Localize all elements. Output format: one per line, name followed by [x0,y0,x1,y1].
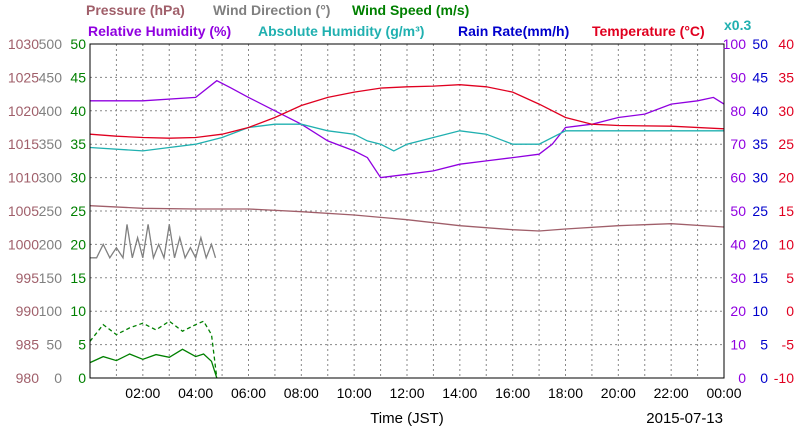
y-tick-label-wind_direction: 500 [39,36,63,52]
x-tick-label: 00:00 [706,385,741,401]
legend-item: Rain Rate(mm/h) [458,23,569,39]
x-tick-label: 06:00 [231,385,266,401]
series-line-4 [90,79,725,179]
legend-item: Temperature (°C) [592,23,705,39]
x-tick-label: 14:00 [442,385,477,401]
y-tick-label-wind_speed: 30 [70,170,86,186]
x-tick-label: 04:00 [178,385,213,401]
y-tick-label-rain_rate: 50 [752,36,768,52]
y-tick-label-rain_rate: 35 [752,136,768,152]
y-tick-label-wind_direction: 300 [39,170,63,186]
y-tick-label-pressure: 1025 [8,69,39,85]
y-tick-label-relative_humidity: 80 [730,103,746,119]
y-tick-label-temperature: 20 [778,170,794,186]
abs-humidity-scale-note: x0.3 [724,17,751,33]
y-tick-label-rain_rate: 45 [752,69,768,85]
y-tick-label-rain_rate: 20 [752,236,768,252]
y-tick-label-temperature: 5 [786,270,794,286]
y-tick-label-rain_rate: 25 [752,203,768,219]
x-axis-title: Time (JST) [370,410,444,427]
x-tick-label: 20:00 [601,385,636,401]
y-tick-label-pressure: 985 [16,337,40,353]
legend-item: Absolute Humidity (g/m³) [258,23,424,39]
y-tick-label-pressure: 995 [16,270,40,286]
y-tick-label-wind_direction: 400 [39,103,63,119]
y-tick-label-rain_rate: 15 [752,270,768,286]
y-tick-label-temperature: -10 [774,370,794,386]
y-tick-label-rain_rate: 10 [752,303,768,319]
y-tick-label-wind_direction: 250 [39,203,63,219]
x-tick-label: 12:00 [389,385,424,401]
y-tick-label-wind_speed: 50 [70,36,86,52]
series-line-5 [89,123,724,152]
y-tick-label-wind_direction: 100 [39,303,63,319]
y-tick-label-relative_humidity: 50 [730,203,746,219]
plot-frame [89,43,725,379]
y-tick-label-wind_direction: 0 [54,370,62,386]
legend-item: Relative Humidity (%) [88,23,231,39]
y-tick-label-pressure: 1005 [8,203,39,219]
series-line-6 [89,84,725,139]
y-tick-label-rain_rate: 40 [752,103,768,119]
series-line-0 [89,205,725,232]
y-tick-label-relative_humidity: 0 [738,370,746,386]
y-tick-label-temperature: 0 [786,303,794,319]
y-tick-label-temperature: 15 [778,203,794,219]
x-tick-label: 16:00 [495,385,530,401]
legend-item: Wind Direction (°) [213,2,330,18]
y-tick-label-pressure: 1020 [8,103,39,119]
y-tick-label-wind_direction: 50 [46,337,62,353]
y-tick-label-relative_humidity: 90 [730,69,746,85]
y-tick-label-relative_humidity: 10 [730,337,746,353]
x-tick-label: 08:00 [284,385,319,401]
y-tick-label-wind_speed: 20 [70,236,86,252]
y-tick-label-rain_rate: 0 [760,370,768,386]
x-tick-label: 10:00 [337,385,372,401]
y-tick-label-relative_humidity: 40 [730,236,746,252]
y-tick-label-temperature: -5 [782,337,795,353]
y-tick-label-temperature: 25 [778,136,794,152]
x-tick-label: 18:00 [548,385,583,401]
y-tick-label-rain_rate: 30 [752,170,768,186]
x-tick-label: 22:00 [654,385,689,401]
y-tick-label-relative_humidity: 20 [730,303,746,319]
y-tick-label-pressure: 1015 [8,136,39,152]
series-line-2 [89,348,218,379]
y-tick-label-wind_direction: 350 [39,136,63,152]
y-tick-label-wind_speed: 35 [70,136,86,152]
y-tick-label-relative_humidity: 60 [730,170,746,186]
y-tick-label-pressure: 1000 [8,236,39,252]
y-tick-label-pressure: 1030 [8,36,39,52]
series-line-3 [89,320,218,379]
legend-item: Wind Speed (m/s) [352,2,469,18]
y-tick-label-wind_speed: 40 [70,103,86,119]
y-tick-label-temperature: 10 [778,236,794,252]
y-tick-label-wind_speed: 15 [70,270,86,286]
y-tick-label-rain_rate: 5 [760,337,768,353]
y-tick-label-wind_speed: 45 [70,69,86,85]
y-tick-label-wind_speed: 25 [70,203,86,219]
y-tick-label-wind_speed: 5 [78,337,86,353]
y-tick-label-temperature: 40 [778,36,794,52]
y-tick-label-relative_humidity: 100 [723,36,747,52]
y-tick-label-wind_direction: 450 [39,69,63,85]
x-tick-label: 02:00 [125,385,160,401]
y-tick-label-relative_humidity: 70 [730,136,746,152]
y-tick-label-relative_humidity: 30 [730,270,746,286]
y-tick-label-wind_direction: 200 [39,236,63,252]
y-tick-label-pressure: 990 [16,303,40,319]
y-tick-label-temperature: 30 [778,103,794,119]
y-tick-label-wind_direction: 150 [39,270,63,286]
legend-item: Pressure (hPa) [86,2,185,18]
chart-date: 2015-07-13 [646,410,723,427]
series-line-1 [90,224,217,261]
y-tick-label-pressure: 980 [16,370,40,386]
y-tick-label-pressure: 1010 [8,170,39,186]
y-tick-label-wind_speed: 0 [78,370,86,386]
y-tick-label-temperature: 35 [778,69,794,85]
y-tick-label-wind_speed: 10 [70,303,86,319]
